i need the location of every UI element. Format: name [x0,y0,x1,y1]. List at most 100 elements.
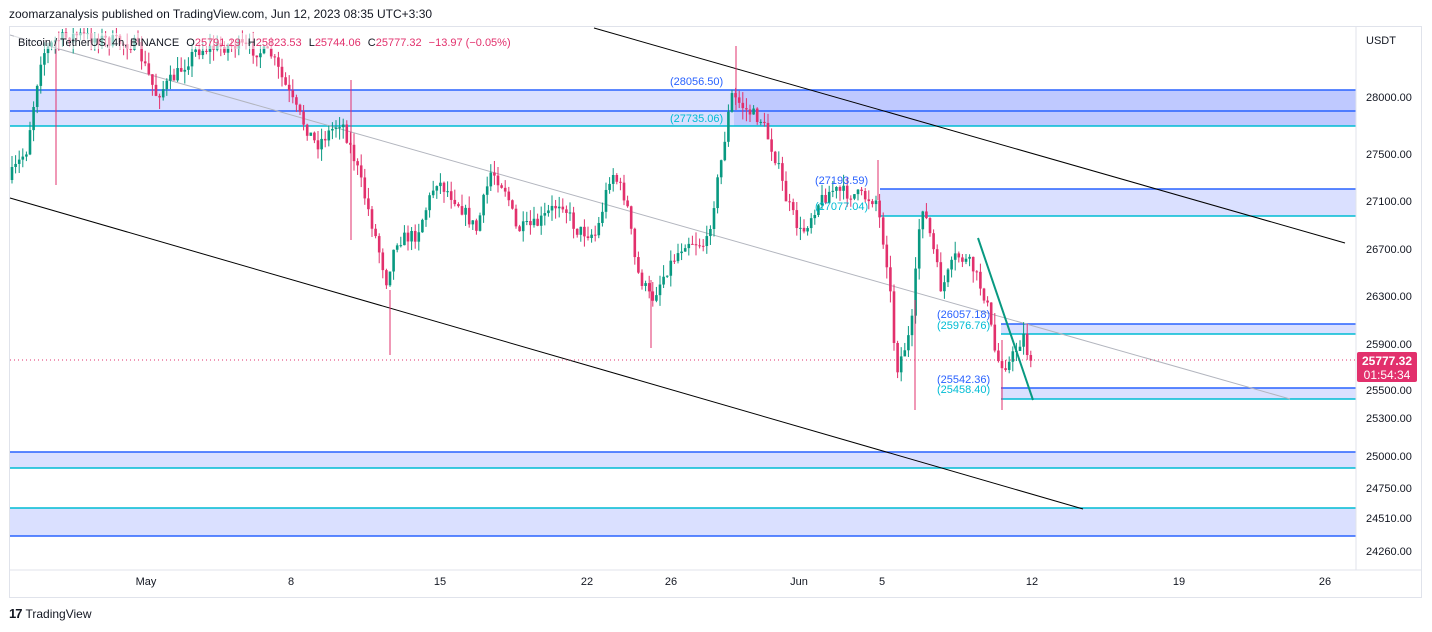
zone-top-price-label: (25542.36) [937,374,990,386]
candle-body [287,84,291,91]
candle-body [323,138,327,141]
candle-body [971,256,975,272]
candle-body [32,106,35,131]
symbol-label: Bitcoin / TetherUS, 4h, BINANCE [18,37,179,49]
candle-body [169,74,172,81]
candle-body [226,45,230,53]
candle-body [471,220,475,225]
candle-body [730,93,734,112]
candle-body [683,248,687,252]
candle-body [741,102,745,109]
candle-body [449,191,453,200]
y-tick-label: 26300.00 [1366,291,1412,303]
price-axis[interactable]: 28000.00 27500.00 27100.00 26700.00 26300.00… [1366,92,1412,558]
candle-body [201,50,205,56]
candle-body [273,56,277,58]
candle-body [669,260,673,276]
candle-body [773,151,777,164]
candle-body [363,177,367,199]
candle-body [961,257,964,262]
candle-body [604,189,608,212]
ohlc-close: 25777.32 [376,37,422,49]
candle-body [871,201,874,205]
time-axis[interactable]: May 8 15 22 26 Jun 5 12 19 26 [136,576,1332,588]
candle-body [529,221,532,226]
zone-bottom-price-label: (27735.06) [670,113,723,125]
candle-body [579,226,583,235]
zones-layer [10,89,1356,537]
candle-body [878,200,881,218]
candle-body [442,182,446,192]
candle-body [277,57,280,67]
y-tick-label: 25300.00 [1366,413,1412,425]
candle-body [161,89,165,98]
candle-body [896,342,899,373]
footer-brand: TradingView [25,606,92,621]
publish-header: zoomarzanalysis published on TradingView… [9,7,432,21]
candle-body [338,127,341,129]
zone-top-price-label: (28056.50) [670,76,723,88]
candle-body [507,191,511,201]
candle-body [295,97,298,105]
candle-body [763,121,766,123]
candle-body [680,251,683,254]
candle-body [464,207,467,215]
candle-body [953,253,957,260]
candle-body [723,141,727,161]
candle-body [964,258,968,262]
candle-body [943,282,946,292]
candle-body [514,208,518,227]
candle-body [817,205,820,215]
candle-body [583,226,586,237]
candle-body [251,42,255,56]
candle-body [313,132,316,141]
candle-body [377,236,381,253]
candle-body [1004,368,1007,370]
x-tick-label: 5 [879,576,885,588]
candle-body [611,175,615,184]
ohlc-l-label: L [309,37,315,49]
ohlc-high: 25823.53 [256,37,302,49]
candle-body [601,211,604,223]
candle-body [28,130,32,155]
candle-body [907,335,910,351]
candle-body [867,199,871,202]
candle-body [997,350,1000,362]
candle-body [43,53,46,65]
candle-body [493,172,496,176]
candle-body [665,275,669,277]
candle-body [676,253,680,262]
candle-body [813,214,817,219]
candle-body [417,232,421,242]
candle-body [305,124,309,136]
zone-bottom-price-label: (27077.04) [815,201,868,213]
candle-body [35,85,39,107]
candle-body [439,182,442,187]
x-tick-label: 19 [1173,576,1185,588]
candle-body [568,212,572,214]
zone-top-price-label: (27193.59) [815,175,868,187]
candle-body [781,163,784,181]
x-tick-label: 12 [1026,576,1038,588]
candle-body [806,228,809,232]
candle-body [575,228,579,235]
candle-body [143,61,147,64]
candle-body [334,127,338,129]
channel-lower-line [9,197,1084,510]
chart-frame [9,26,1422,598]
candle-body [406,232,410,242]
candle-body [565,209,568,213]
candle-body [939,262,943,292]
candle-body [885,244,889,268]
candle-body [341,124,345,128]
candle-body [777,163,781,165]
candle-body [158,95,161,98]
candle-body [482,194,485,216]
candle-body [518,226,521,232]
svg-text:Bitcoin / TetherUS, 4h, BINANC: Bitcoin / TetherUS, 4h, BINANCE O25791.2… [18,37,511,49]
footer: 17 TradingView [9,606,92,621]
candle-body [935,249,939,263]
candle-body [428,195,431,211]
candle-body [496,175,500,186]
